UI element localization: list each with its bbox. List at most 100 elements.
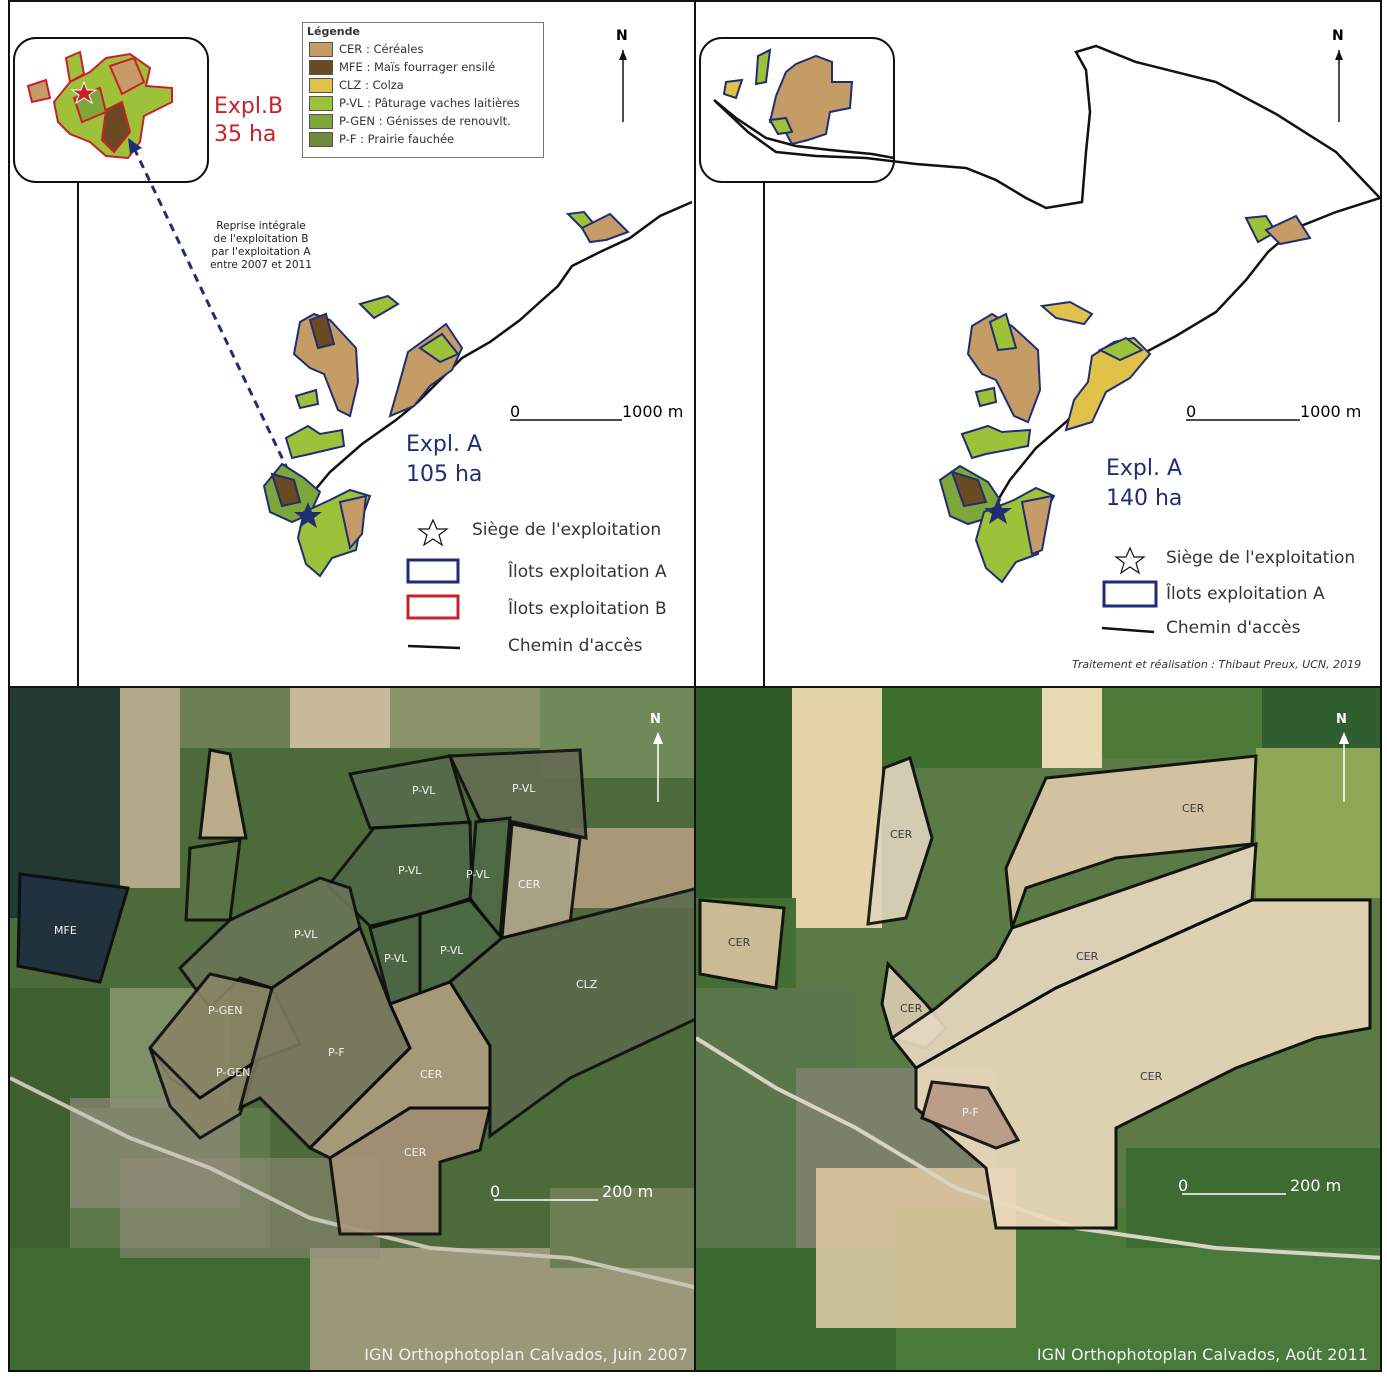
- expl-b-name: Expl.B: [214, 94, 284, 119]
- field-label: CLZ: [576, 978, 598, 991]
- inset-path: [713, 99, 895, 160]
- legend-item: MFE : Maïs fourrager ensilé: [303, 58, 543, 76]
- scale-zero: 0: [1178, 1176, 1189, 1195]
- expl-a-name: Expl. A: [1106, 456, 1183, 481]
- takeover-note-line: entre 2007 et 2011: [210, 259, 312, 271]
- legend-swatch: [309, 113, 333, 129]
- photo-credit: IGN Orthophotoplan Calvados, Juin 2007: [364, 1345, 688, 1364]
- expl-a-seat-star-icon: [984, 498, 1012, 524]
- legend-swatch: [309, 59, 333, 75]
- key-islets-a-swatch: [1102, 580, 1158, 608]
- north-arrow-head-icon: [653, 732, 663, 744]
- field-label: CER: [728, 936, 751, 949]
- photo-2007-canvas: P-VL P-VL P-VL P-VL CER MFE P-VL P-VL P-…: [10, 688, 694, 1370]
- scale-label: 1000 m: [1300, 402, 1362, 421]
- key-islets-a-label: Îlots exploitation A: [508, 562, 667, 582]
- takeover-note: Reprise intégrale de l'exploitation B pa…: [196, 220, 326, 272]
- legend-item: CER : Céréales: [303, 40, 543, 58]
- key-islets-b-swatch: [406, 594, 460, 620]
- field-label: P-GEN: [208, 1004, 242, 1017]
- expl-a-parcels: [938, 214, 1312, 584]
- field-label: P-GEN: [216, 1066, 250, 1079]
- scale-label: 200 m: [602, 1182, 654, 1201]
- map-2007-canvas: [13, 37, 693, 686]
- scale-label: 1000 m: [622, 402, 684, 421]
- key-seat-star-icon: [417, 518, 449, 547]
- north-label: N: [616, 28, 628, 44]
- field-label: CER: [1076, 950, 1099, 963]
- legend-item: P-GEN : Génisses de renouvlt.: [303, 112, 543, 130]
- legend-item: P-VL : Pâturage vaches laitières: [303, 94, 543, 112]
- legend-label: P-GEN : Génisses de renouvlt.: [339, 114, 511, 128]
- field-label: P-VL: [440, 944, 464, 957]
- legend-title: Légende: [307, 25, 360, 38]
- north-arrow-head-icon: [619, 50, 627, 60]
- north-label: N: [650, 712, 661, 727]
- scale-label: 200 m: [1290, 1176, 1342, 1195]
- field-label: P-F: [962, 1106, 979, 1119]
- legend-swatch: [309, 41, 333, 57]
- scale-zero: 0: [490, 1182, 501, 1201]
- field-label: P-VL: [466, 868, 490, 881]
- field-label: P-VL: [412, 784, 436, 797]
- legend-swatch: [309, 131, 333, 147]
- photo-2011-panel: CER CER CER CER CER CER P-F N 0 200 m IG…: [694, 686, 1382, 1372]
- north-arrow-head-icon: [1339, 732, 1349, 744]
- legend-label: MFE : Maïs fourrager ensilé: [339, 60, 496, 74]
- key-islets-a-label: Îlots exploitation A: [1166, 584, 1325, 604]
- expl-a-name: Expl. A: [406, 432, 483, 457]
- legend-item: P-F : Prairie fauchée: [303, 130, 543, 148]
- expl-a-area: 140 ha: [1106, 486, 1183, 511]
- field-label: CER: [890, 828, 913, 841]
- map-2011-canvas: [699, 37, 1380, 686]
- key-islets-b-label: Îlots exploitation B: [508, 599, 667, 619]
- legend-label: P-VL : Pâturage vaches laitières: [339, 96, 520, 110]
- takeover-note-line: Reprise intégrale: [216, 220, 306, 232]
- legend-item: CLZ : Colza: [303, 76, 543, 94]
- field-label: CER: [1140, 1070, 1163, 1083]
- takeover-note-line: par l'exploitation A: [211, 246, 311, 258]
- scale-zero: 0: [510, 402, 521, 421]
- legend-label: CLZ : Colza: [339, 78, 404, 92]
- photo-2007-panel: P-VL P-VL P-VL P-VL CER MFE P-VL P-VL P-…: [8, 686, 696, 1372]
- takeover-note-line: de l'exploitation B: [213, 233, 309, 245]
- credit: Traitement et réalisation : Thibaut Preu…: [1072, 658, 1362, 671]
- key-seat-label: Siège de l'exploitation: [1166, 548, 1356, 568]
- legend: Légende CER : Céréales MFE : Maïs fourra…: [302, 22, 544, 158]
- field-label: CER: [404, 1146, 427, 1159]
- takeover-arrow: [132, 147, 308, 509]
- arrow-head-icon: [128, 138, 142, 154]
- key-path-label: Chemin d'accès: [1166, 618, 1301, 638]
- key-seat-star-icon: [1114, 546, 1146, 575]
- field-label: CER: [518, 878, 541, 891]
- field-label: CER: [900, 1002, 923, 1015]
- expl-a-seat-star-icon: [294, 502, 322, 528]
- map-2007-panel: Légende CER : Céréales MFE : Maïs fourra…: [8, 0, 696, 688]
- north-arrow-head-icon: [1335, 50, 1343, 60]
- field-label: P-F: [328, 1046, 345, 1059]
- expl-b-area: 35 ha: [214, 122, 277, 147]
- field-label: MFE: [54, 924, 77, 937]
- field-label: CER: [420, 1068, 443, 1081]
- legend-swatch: [309, 77, 333, 93]
- legend-label: P-F : Prairie fauchée: [339, 132, 455, 146]
- field-boundaries: [698, 754, 1372, 1230]
- expl-b-seat-star-icon: [70, 80, 98, 105]
- legend-label: CER : Céréales: [339, 42, 424, 56]
- map-2011-panel: N 0 1000 m Expl. A 140 ha Siège de l'exp…: [694, 0, 1382, 688]
- field-boundaries: [16, 748, 694, 1236]
- north-label: N: [1332, 28, 1344, 44]
- expl-a-parcels-inset: [722, 48, 854, 146]
- north-label: N: [1336, 712, 1347, 727]
- scale-zero: 0: [1186, 402, 1197, 421]
- key-path-line: [407, 644, 461, 650]
- field-label: P-VL: [294, 928, 318, 941]
- field-label: P-VL: [512, 782, 536, 795]
- key-islets-a-swatch: [406, 558, 460, 584]
- inset-box: [699, 37, 895, 183]
- legend-swatch: [309, 95, 333, 111]
- field-label: P-VL: [384, 952, 408, 965]
- key-path-label: Chemin d'accès: [508, 636, 643, 656]
- key-seat-label: Siège de l'exploitation: [472, 520, 662, 540]
- field-label: P-VL: [398, 864, 422, 877]
